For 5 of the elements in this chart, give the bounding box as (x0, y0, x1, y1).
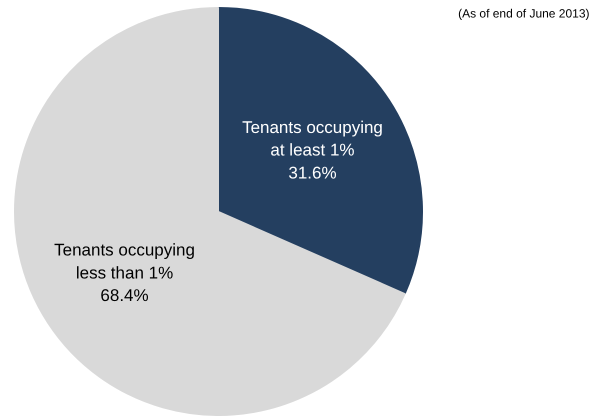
data-label: 68.4% (100, 286, 149, 306)
data-label: 31.6% (288, 163, 337, 182)
slice-label: Tenants occupying at least 1% (242, 118, 383, 160)
text: (As of end of June 2013) (458, 6, 590, 20)
slice-label: Tenants occupying less than 1% (54, 240, 195, 282)
